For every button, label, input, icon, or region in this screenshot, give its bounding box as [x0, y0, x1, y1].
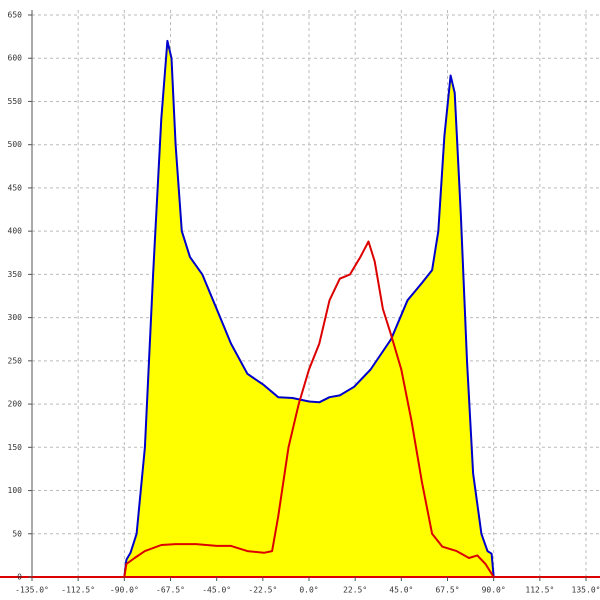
area — [124, 40, 494, 577]
y-tick-label: 500 — [8, 140, 23, 149]
y-tick-label: 650 — [8, 11, 23, 20]
plot-area — [123, 39, 495, 578]
y-tick-label: 150 — [8, 443, 23, 452]
x-tick-label: -67.5° — [156, 586, 185, 595]
y-tick-label: 400 — [8, 227, 23, 236]
y-tick-label: 550 — [8, 97, 23, 106]
tick-labels: 0 50 100 150 200 250 300 350 400 450 500 550 600 650 -… — [8, 11, 600, 595]
x-tick-label: -135.0° — [15, 586, 49, 595]
y-tick-label: 450 — [8, 183, 23, 192]
y-tick-label: 600 — [8, 54, 23, 63]
x-tick-label: 22.5° — [343, 586, 367, 595]
y-tick-label: 300 — [8, 313, 23, 322]
y-tick-label: 0 — [17, 573, 22, 582]
x-tick-label: -112.5° — [61, 586, 95, 595]
y-tick-label: 350 — [8, 270, 23, 279]
x-tick-label: -22.5° — [248, 586, 277, 595]
x-tick-label: 90.0° — [482, 586, 506, 595]
line — [123, 240, 495, 578]
y-tick-label: 200 — [8, 400, 23, 409]
y-tick-label: 100 — [8, 486, 23, 495]
x-tick-label: 135.0° — [572, 586, 600, 595]
x-tick-label: 67.5° — [435, 586, 459, 595]
y-tick-label: 250 — [8, 356, 23, 365]
x-tick-label: -90.0° — [110, 586, 139, 595]
line — [123, 39, 495, 578]
x-tick-label: 0.0° — [299, 586, 318, 595]
y-tick-label: 50 — [12, 529, 22, 538]
x-tick-label: 45.0° — [389, 586, 413, 595]
x-tick-label: 112.5° — [525, 586, 554, 595]
x-tick-label: -45.0° — [202, 586, 231, 595]
